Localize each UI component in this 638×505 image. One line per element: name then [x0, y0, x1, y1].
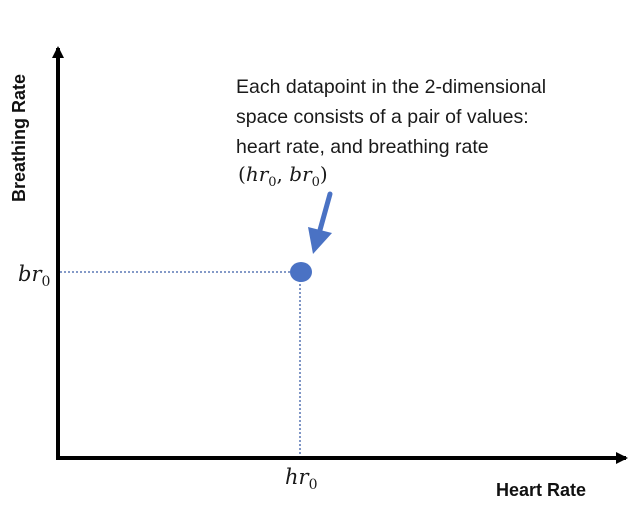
annotation-line-1: Each datapoint in the 2-dimensional — [236, 76, 546, 98]
data-point — [290, 262, 312, 282]
pair-close-paren: ) — [320, 162, 328, 186]
pair-x-var: hr — [246, 162, 270, 186]
pair-open-paren: ( — [238, 162, 246, 186]
pair-separator: , — [277, 162, 290, 186]
x-point-subscript: 0 — [309, 477, 318, 493]
pair-y-var: br — [289, 162, 313, 186]
y-point-var: br — [18, 262, 43, 286]
y-axis-label: Breathing Rate — [9, 74, 29, 202]
pointer-arrow-head — [308, 227, 332, 254]
x-axis-label: Heart Rate — [496, 480, 586, 500]
annotation: Each datapoint in the 2-dimensional spac… — [236, 76, 546, 190]
annotation-line-3: heart rate, and breathing rate — [236, 136, 489, 158]
x-point-var: hr — [285, 465, 311, 489]
y-point-label: br0 — [18, 262, 50, 290]
pair-y-subscript: 0 — [312, 175, 320, 190]
annotation-pair: (hr0, br0) — [238, 162, 328, 190]
pointer-arrow-shaft — [317, 191, 333, 233]
x-point-label: hr0 — [285, 465, 318, 493]
y-point-subscript: 0 — [41, 274, 50, 290]
pair-x-subscript: 0 — [268, 175, 276, 190]
annotation-line-2: space consists of a pair of values: — [236, 106, 529, 128]
